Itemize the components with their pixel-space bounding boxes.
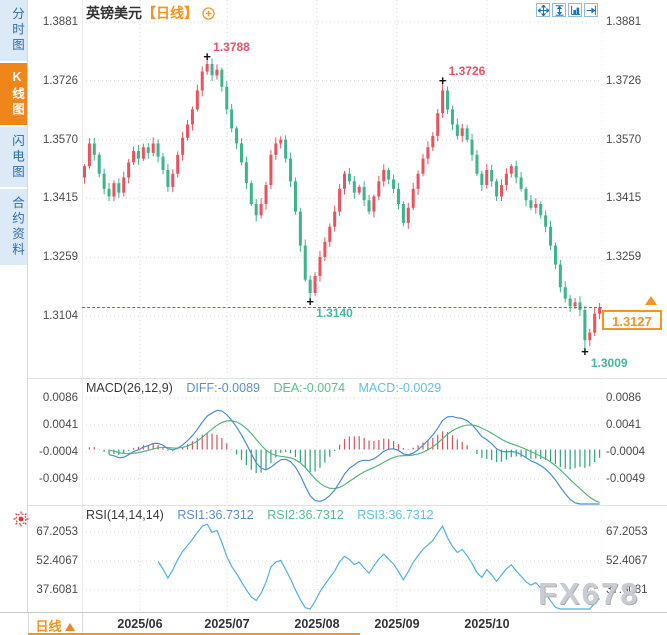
y-axis-label: 1.3726 [606,74,642,87]
rsi2-value: RSI2:36.7312 [267,508,344,522]
macd-macd-value: MACD:-0.0029 [358,381,442,395]
y-axis-label: 37.6081 [606,584,648,596]
gridlines [82,505,602,612]
panel-divider-rsi [28,505,667,506]
macd-header: MACD(26,12,9) DIFF:-0.0089 DEA:-0.0074 M… [86,381,451,395]
y-axis-zoom-icon[interactable] [552,3,566,17]
bottom-accent-strip [28,633,360,635]
rsi-chart[interactable] [82,505,602,612]
bottom-bar: 日线 2025/06 2025/07 2025/08 2025/09 2025/… [0,612,667,635]
extreme-marker-icon: + [203,48,211,64]
macd-diff-value: DIFF:-0.0089 [186,381,260,395]
extreme-marker-icon: + [306,294,314,310]
high-price-annotation: 1.3788 [213,40,250,55]
macd-title: MACD(26,12,9) [86,381,173,395]
candles [83,57,602,352]
axis-scale-icon[interactable] [568,3,582,17]
bottom-bar-separator [82,613,83,635]
y-axis-label: -0.0049 [606,473,646,485]
x-axis-label: 2025/09 [374,617,420,631]
extreme-marker-icon: + [581,343,589,359]
period-dropdown-label: 日线 [35,619,62,634]
symbol-name: 英镑美元 [86,5,142,21]
rsi1-value: RSI1:36.7312 [177,508,254,522]
y-axis-label: 1.3259 [606,251,642,264]
panel-divider-macd [28,378,667,379]
y-axis-label: 1.3415 [606,192,642,205]
rsi-line [157,523,601,610]
rsi-header: RSI(14,14,14) RSI1:36.7312 RSI2:36.7312 … [86,508,444,522]
y-axis-label: -0.0004 [606,446,646,458]
sidebar-tab-kline[interactable]: K线图 [0,62,27,125]
y-axis-label: 67.2053 [606,526,648,538]
y-axis-label: 1.3259 [42,251,78,264]
y-axis-label: -0.0004 [38,446,78,458]
low-price-annotation: 1.3140 [316,306,353,321]
y-axis-label: 1.3415 [42,192,78,205]
rsi-title: RSI(14,14,14) [86,508,164,522]
crosshair-move-icon[interactable] [536,3,550,17]
macd-dea-value: DEA:-0.0074 [273,381,346,395]
x-axis-label: 2025/08 [294,617,340,631]
y-axis-label: 0.0041 [42,419,78,431]
y-axis-label: -0.0049 [38,473,78,485]
dea-line [108,420,600,504]
y-axis-label: 0.0086 [42,392,78,404]
y-axis-label: 1.3570 [42,133,78,146]
current-price-box: 1.3127 [602,310,662,331]
y-axis-label: 52.4067 [36,555,78,567]
period-tag: 【日线】 [142,5,198,21]
current-price-line [82,307,602,309]
y-axis-label: 37.6081 [36,584,78,596]
extreme-marker-icon: + [438,72,447,88]
price-up-arrow-icon [645,296,657,306]
candlestick-chart[interactable] [82,0,602,378]
diff-line [108,409,600,505]
y-axis-label: 52.4067 [606,555,648,567]
chart-title: 英镑美元【日线】 [86,3,215,23]
high-price-annotation: 1.3726 [448,63,486,78]
alert-blink-icon[interactable] [13,511,29,527]
sidebar: 分时图 K线图 闪电图 合约资料 [0,0,28,612]
x-axis-label: 2025/10 [464,617,510,631]
x-axis-label: 2025/06 [117,617,163,631]
y-axis-label: 1.3570 [606,133,642,146]
bottom-bar-separator [28,613,29,635]
macd-histogram [88,431,601,473]
low-price-annotation: 1.3009 [590,355,628,370]
sidebar-tab-contract-info[interactable]: 合约资料 [0,189,27,265]
scroll-right-icon[interactable] [584,3,598,17]
period-dropdown[interactable]: 日线 [28,616,82,635]
y-axis-label: 1.3726 [42,74,78,87]
watermark: FX678 [538,576,640,611]
sidebar-tab-lightning[interactable]: 闪电图 [0,126,27,187]
y-axis-label: 0.0086 [606,392,642,404]
add-indicator-icon[interactable] [202,7,215,20]
y-axis-label: 1.3881 [42,16,78,28]
rsi3-value: RSI3:36.7312 [357,508,434,522]
y-axis-label: 1.3104 [42,310,78,322]
gridlines [82,0,602,378]
chart-toolbar [536,3,598,17]
x-axis-label: 2025/07 [204,617,250,631]
y-axis-label: 0.0041 [606,419,642,431]
macd-chart[interactable] [82,378,602,505]
y-axis-label: 67.2053 [36,526,78,538]
axis-divider [82,0,83,612]
y-axis-label: 1.3881 [606,16,642,28]
sidebar-tab-timeshare[interactable]: 分时图 [0,0,27,61]
dropdown-arrow-icon [64,623,75,631]
